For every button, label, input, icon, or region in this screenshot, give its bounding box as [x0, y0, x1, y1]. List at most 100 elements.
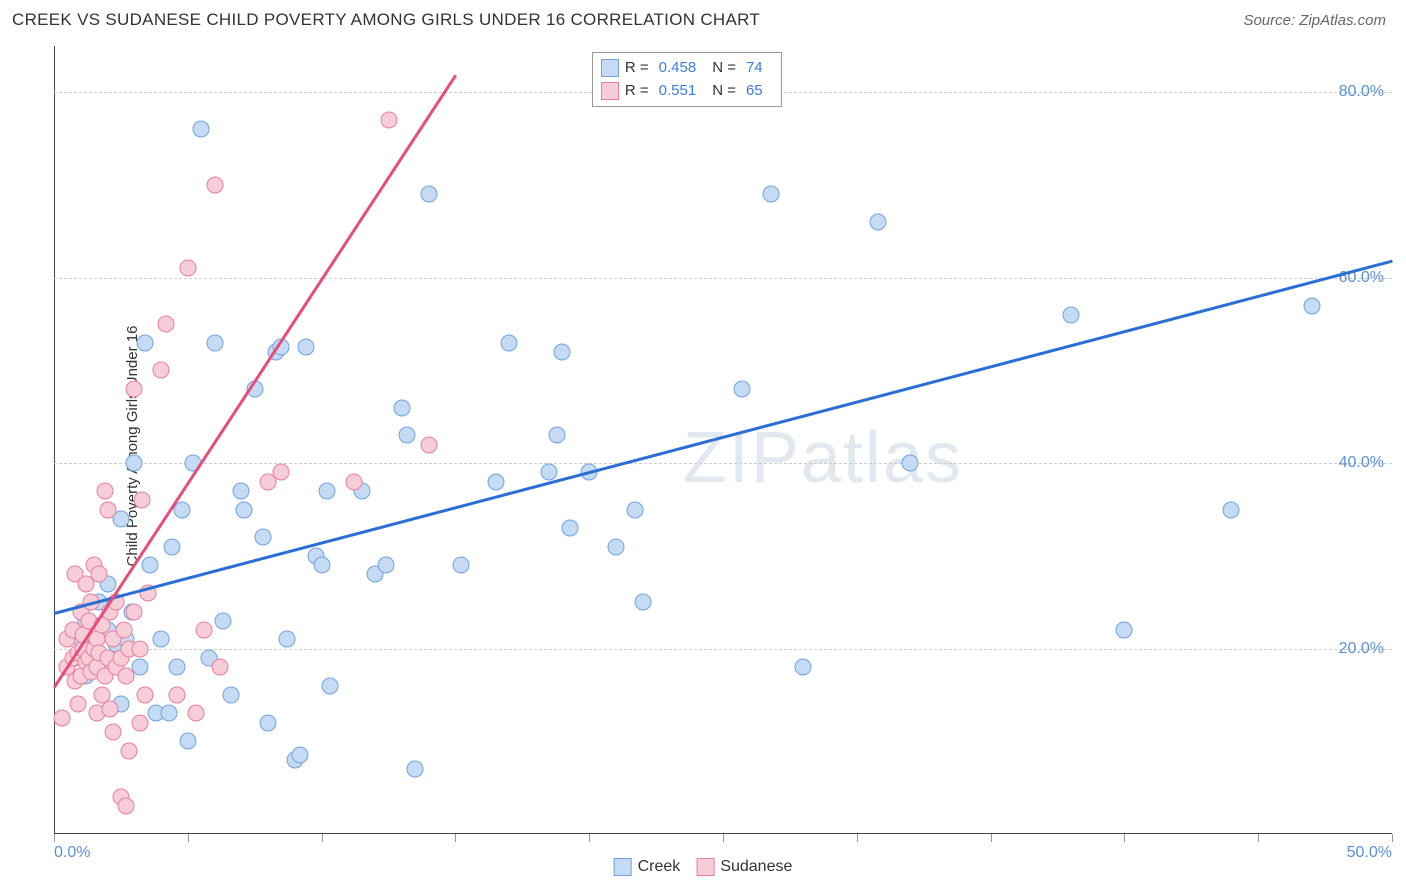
r-label: R = [625, 80, 649, 103]
legend-label: Sudanese [720, 858, 792, 876]
legend-item: Sudanese [696, 858, 792, 876]
data-point [163, 538, 180, 555]
legend-row: R =0.551N =65 [601, 80, 773, 103]
data-point [70, 696, 87, 713]
data-point [179, 733, 196, 750]
data-point [169, 686, 186, 703]
data-point [169, 659, 186, 676]
legend-row: R = 0.458 N = 74 [601, 57, 773, 80]
data-point [407, 761, 424, 778]
grid-line [54, 649, 1392, 650]
data-point [99, 501, 116, 518]
n-label: N = [712, 57, 736, 80]
data-point [206, 334, 223, 351]
data-point [420, 436, 437, 453]
watermark: ZIPatlas [683, 417, 963, 499]
data-point [634, 594, 651, 611]
x-tick [589, 834, 590, 842]
x-tick [188, 834, 189, 842]
data-point [377, 557, 394, 574]
data-point [541, 464, 558, 481]
data-point [1223, 501, 1240, 518]
legend-swatch [696, 858, 714, 876]
n-value: 74 [746, 57, 763, 80]
r-value: 0.458 [659, 57, 697, 80]
data-point [120, 742, 137, 759]
x-tick [723, 834, 724, 842]
data-point [549, 427, 566, 444]
data-point [131, 714, 148, 731]
data-point [174, 501, 191, 518]
data-point [733, 381, 750, 398]
data-point [136, 686, 153, 703]
data-point [1062, 306, 1079, 323]
data-point [399, 427, 416, 444]
data-point [233, 482, 250, 499]
data-point [179, 260, 196, 277]
data-point [487, 473, 504, 490]
data-point [902, 455, 919, 472]
x-tick-label: 0.0% [54, 844, 90, 862]
data-point [153, 362, 170, 379]
x-tick [991, 834, 992, 842]
data-point [91, 566, 108, 583]
chart-container: CREEK VS SUDANESE CHILD POVERTY AMONG GI… [0, 0, 1406, 892]
legend-swatch [601, 82, 619, 100]
legend-swatch [601, 59, 619, 77]
data-point [1303, 297, 1320, 314]
data-point [297, 339, 314, 356]
data-point [195, 622, 212, 639]
data-point [313, 557, 330, 574]
legend-label: Creek [638, 858, 681, 876]
data-point [134, 492, 151, 509]
trend-line [53, 74, 456, 687]
data-point [254, 529, 271, 546]
data-point [104, 724, 121, 741]
data-point [96, 482, 113, 499]
data-point [321, 677, 338, 694]
data-point [292, 747, 309, 764]
y-tick-label: 20.0% [1339, 640, 1384, 658]
data-point [214, 612, 231, 629]
data-point [260, 714, 277, 731]
data-point [118, 668, 135, 685]
n-value: 65 [746, 80, 763, 103]
data-point [187, 705, 204, 722]
data-point [131, 640, 148, 657]
data-point [222, 686, 239, 703]
x-tick [322, 834, 323, 842]
data-point [795, 659, 812, 676]
r-label: R = [625, 57, 649, 80]
r-value: 0.551 [659, 80, 697, 103]
data-point [452, 557, 469, 574]
data-point [118, 798, 135, 815]
data-point [380, 112, 397, 129]
data-point [562, 520, 579, 537]
data-point [345, 473, 362, 490]
data-point [500, 334, 517, 351]
source-label: Source: ZipAtlas.com [1243, 12, 1386, 29]
data-point [318, 482, 335, 499]
grid-line [54, 278, 1392, 279]
data-point [115, 622, 132, 639]
data-point [206, 177, 223, 194]
x-tick [1124, 834, 1125, 842]
data-point [211, 659, 228, 676]
data-point [273, 464, 290, 481]
chart-title: CREEK VS SUDANESE CHILD POVERTY AMONG GI… [12, 10, 760, 30]
data-point [420, 186, 437, 203]
data-point [193, 121, 210, 138]
data-point [142, 557, 159, 574]
data-point [554, 343, 571, 360]
data-point [278, 631, 295, 648]
data-point [1116, 622, 1133, 639]
bottom-legend: Creek Sudanese [614, 858, 793, 876]
title-row: CREEK VS SUDANESE CHILD POVERTY AMONG GI… [0, 0, 1406, 34]
data-point [235, 501, 252, 518]
stats-legend: R = 0.458 N = 74R = 0.551 N = 65 [592, 52, 782, 107]
x-tick [1258, 834, 1259, 842]
data-point [626, 501, 643, 518]
data-point [870, 214, 887, 231]
data-point [158, 316, 175, 333]
x-tick [857, 834, 858, 842]
